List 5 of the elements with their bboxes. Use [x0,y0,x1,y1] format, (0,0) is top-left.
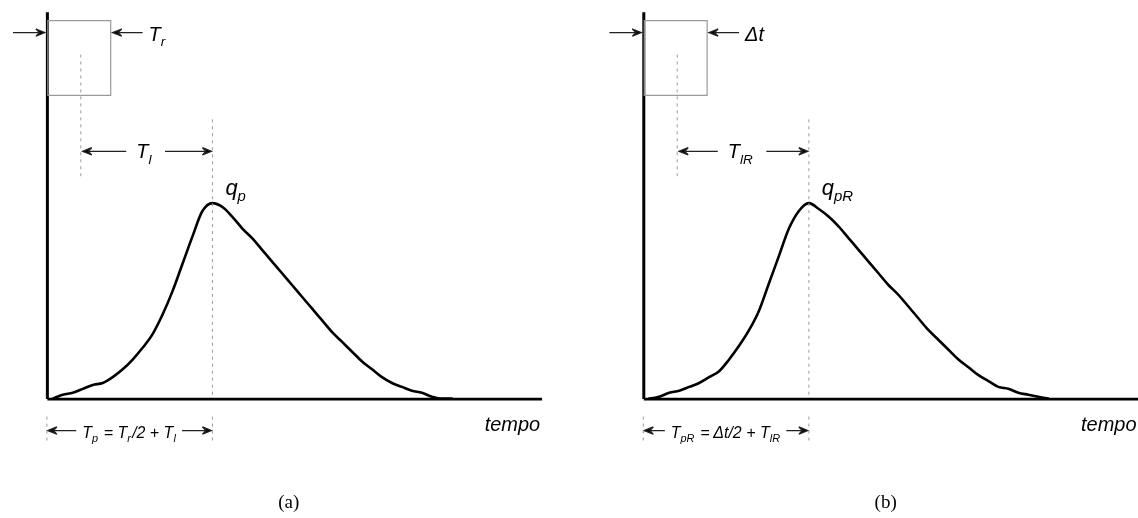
x-axis-title: tempo [1081,413,1137,436]
text: Δt [744,22,766,45]
text: (b) [874,491,897,514]
x-axis-title: tempo [484,413,541,436]
text: (a) [278,491,300,514]
